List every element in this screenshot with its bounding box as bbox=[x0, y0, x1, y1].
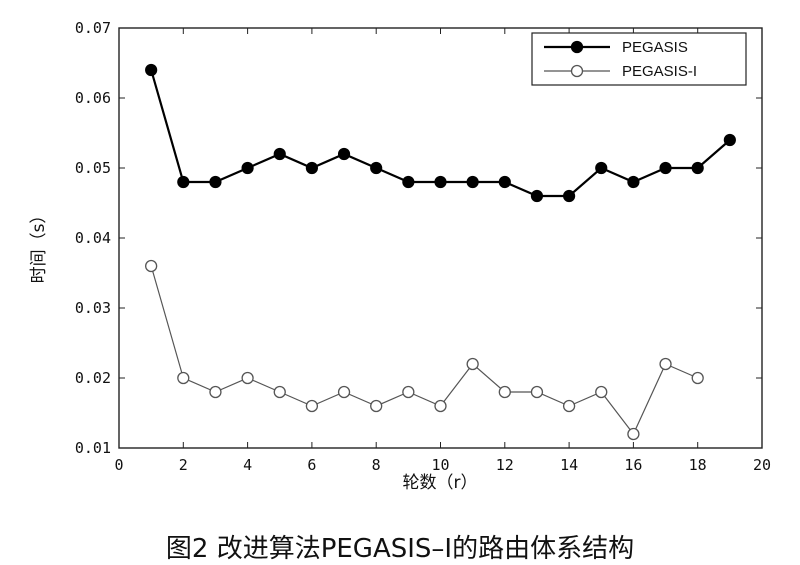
x-tick-label: 4 bbox=[243, 456, 252, 474]
data-point-pegasis-i bbox=[562, 399, 576, 413]
x-tick-label: 10 bbox=[431, 456, 449, 474]
series-layer bbox=[144, 63, 736, 441]
data-point-pegasis bbox=[723, 133, 736, 147]
data-point-pegasis bbox=[691, 161, 704, 175]
x-tick-label: 16 bbox=[624, 456, 642, 474]
data-point-pegasis bbox=[434, 175, 447, 189]
data-point-pegasis-i bbox=[434, 399, 447, 413]
data-point-pegasis bbox=[466, 175, 479, 189]
x-tick-label: 0 bbox=[114, 456, 123, 474]
legend-label-pegasis: PEGASIS bbox=[622, 39, 688, 56]
x-axis-label: 轮数（r） bbox=[403, 473, 478, 493]
legend-label-pegasis-i: PEGASIS-I bbox=[622, 63, 697, 80]
legend-box bbox=[531, 32, 747, 86]
y-tick-label: 0.03 bbox=[75, 299, 111, 317]
x-tick-label: 12 bbox=[496, 456, 514, 474]
data-point-pegasis bbox=[177, 175, 190, 189]
y-tick-label: 0.04 bbox=[75, 229, 111, 247]
axis-ticks: 0 2 4 6 8 10 12 14 16 18 20 0.01 0.02 0.03 0.04 0.05 0.0… bbox=[75, 19, 771, 474]
y-tick-label: 0.05 bbox=[75, 159, 111, 177]
data-point-pegasis-i bbox=[498, 385, 511, 399]
data-point-pegasis bbox=[530, 189, 544, 203]
legend-marker-pegasis-i bbox=[570, 64, 584, 78]
series-line-pegasis-i bbox=[150, 265, 698, 436]
data-point-pegasis bbox=[627, 175, 640, 189]
data-point-pegasis bbox=[241, 161, 254, 175]
data-point-pegasis bbox=[145, 63, 158, 77]
x-tick-label: 6 bbox=[307, 456, 316, 474]
data-point-pegasis-i bbox=[273, 385, 286, 399]
data-point-pegasis-i bbox=[466, 357, 479, 371]
data-point-pegasis-i bbox=[241, 371, 254, 385]
x-tick-label: 20 bbox=[753, 456, 771, 474]
data-point-pegasis-i bbox=[370, 399, 383, 413]
data-point-pegasis-i bbox=[595, 385, 608, 399]
data-point-pegasis-i bbox=[530, 385, 544, 399]
data-point-pegasis bbox=[562, 189, 576, 203]
data-point-pegasis-i bbox=[627, 427, 640, 441]
data-point-pegasis-i bbox=[402, 385, 415, 399]
data-point-pegasis-i bbox=[659, 357, 672, 371]
data-point-pegasis bbox=[209, 175, 222, 189]
legend-marker-pegasis bbox=[570, 40, 584, 54]
data-point-pegasis bbox=[659, 161, 672, 175]
data-point-pegasis bbox=[595, 161, 608, 175]
data-point-pegasis bbox=[370, 161, 383, 175]
y-tick-label: 0.02 bbox=[75, 369, 111, 387]
data-point-pegasis bbox=[337, 147, 351, 161]
y-tick-label: 0.01 bbox=[75, 439, 111, 457]
data-point-pegasis bbox=[273, 147, 286, 161]
data-point-pegasis bbox=[305, 161, 318, 175]
data-point-pegasis bbox=[498, 175, 511, 189]
x-tick-label: 18 bbox=[689, 456, 707, 474]
plot-frame bbox=[118, 27, 763, 449]
legend: PEGASIS PEGASIS-I bbox=[531, 32, 747, 86]
x-tick-label: 2 bbox=[179, 456, 188, 474]
data-point-pegasis-i bbox=[337, 385, 351, 399]
y-axis-label: 时间（s） bbox=[29, 207, 49, 284]
data-point-pegasis bbox=[402, 175, 415, 189]
figure-caption: 图2 改进算法PEGASIS–I的路由体系结构 bbox=[165, 534, 635, 564]
data-point-pegasis-i bbox=[177, 371, 190, 385]
data-point-pegasis-i bbox=[209, 385, 222, 399]
line-chart: 0 2 4 6 8 10 12 14 16 18 20 0.01 0.02 0.03 0.04 0.05 0.0… bbox=[29, 19, 771, 493]
y-tick-label: 0.07 bbox=[75, 19, 111, 37]
data-point-pegasis-i bbox=[144, 259, 158, 273]
data-point-pegasis-i bbox=[691, 371, 704, 385]
x-tick-label: 14 bbox=[560, 456, 578, 474]
y-tick-label: 0.06 bbox=[75, 89, 111, 107]
data-point-pegasis-i bbox=[305, 399, 319, 413]
x-tick-label: 8 bbox=[372, 456, 381, 474]
